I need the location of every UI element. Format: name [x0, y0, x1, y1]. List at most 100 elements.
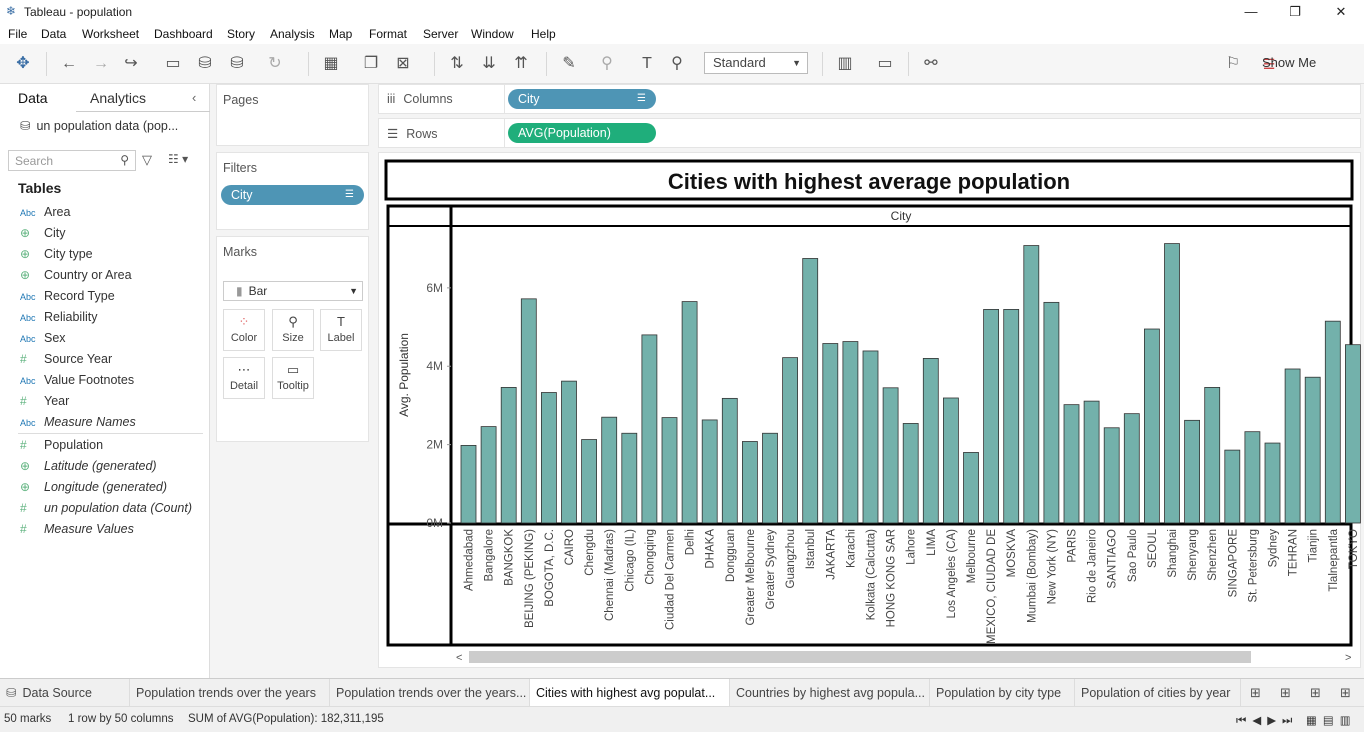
save-icon[interactable]: ▭	[165, 55, 181, 72]
tableau-home-icon[interactable]: ✥	[16, 55, 30, 72]
datasource-item[interactable]: ⛁ un population data (pop...	[20, 118, 178, 133]
field-item[interactable]: Abc Record Type	[20, 286, 208, 306]
field-item[interactable]: ⊕ Country or Area	[20, 265, 208, 285]
menu-format[interactable]: Format	[369, 27, 408, 41]
sort-descending-icon[interactable]: ⇈	[514, 55, 528, 72]
tab-sheet-3[interactable]: Cities with highest avg populat...	[530, 679, 730, 707]
x-tick-label: Rio de Janeiro	[1087, 529, 1099, 603]
field-item[interactable]: # un population data (Count)	[20, 498, 208, 518]
number-icon: #	[20, 501, 27, 515]
tab-sheet-6[interactable]: Population of cities by year	[1075, 679, 1241, 707]
columns-label: iii Columns	[387, 92, 453, 106]
x-tick-label: St. Petersburg	[1247, 529, 1259, 603]
filter-pill-city[interactable]: City ☰	[221, 185, 364, 205]
show-mark-labels-icon[interactable]: T	[642, 55, 652, 72]
label-button[interactable]: T Label	[320, 309, 362, 351]
x-tick-label: Chengdu	[584, 529, 596, 576]
string-icon: Abc	[20, 208, 36, 218]
filter-icon[interactable]: ▽	[142, 152, 152, 167]
fit-select[interactable]: Standard ▼	[704, 52, 808, 74]
field-item[interactable]: # Measure Values	[20, 519, 208, 539]
tab-analytics[interactable]: Analytics	[90, 90, 147, 106]
field-item[interactable]: ⊕ City type	[20, 244, 208, 264]
new-worksheet-icon[interactable]: ▦	[323, 55, 339, 72]
menu-story[interactable]: Story	[227, 27, 256, 41]
menu-analysis[interactable]: Analysis	[270, 27, 315, 41]
filters-card[interactable]: Filters City ☰	[216, 152, 369, 230]
sort-ascending-icon[interactable]: ⇊	[482, 55, 496, 72]
new-worksheet-icon[interactable]: ⊞	[1280, 685, 1291, 700]
new-story-icon[interactable]: ⊞	[1340, 685, 1351, 700]
color-icon: ⁘	[238, 314, 250, 329]
show-me-button[interactable]: Show Me	[1262, 55, 1317, 70]
presentation-mode-icon[interactable]: ▭	[877, 55, 893, 72]
field-item[interactable]: # Year	[20, 391, 208, 411]
columns-shelf[interactable]: iii Columns City ☰	[378, 84, 1361, 114]
group-members-icon[interactable]: ⚲	[601, 55, 613, 72]
close-icon[interactable]: ✕	[1335, 4, 1347, 19]
collapse-pane-icon[interactable]: ‹	[192, 90, 197, 105]
view-options-icon[interactable]: ☷ ▾	[168, 152, 189, 166]
field-item[interactable]: Abc Sex	[20, 328, 208, 348]
field-item[interactable]: Abc Area	[20, 202, 208, 222]
search-input[interactable]: Search ⚲	[8, 150, 136, 171]
color-button[interactable]: ⁘ Color	[223, 309, 265, 351]
new-data-source-icon[interactable]: ⊞	[1250, 685, 1261, 700]
menu-server[interactable]: Server	[423, 27, 459, 41]
rows-pill-avg-population[interactable]: AVG(Population)	[508, 123, 656, 143]
tab-sheet-2[interactable]: Population trends over the years...	[330, 679, 530, 707]
clear-sheet-icon[interactable]: ⊠	[396, 55, 410, 72]
menu-help[interactable]: Help	[531, 27, 556, 41]
tooltip-button[interactable]: ▭ Tooltip	[272, 357, 314, 399]
tab-sheet-4[interactable]: Countries by highest avg popula...	[730, 679, 930, 707]
redo-icon[interactable]: →	[93, 55, 109, 72]
menu-file[interactable]: File	[8, 27, 28, 41]
menu-map[interactable]: Map	[329, 27, 353, 41]
pause-updates-icon[interactable]: ⛁	[230, 55, 244, 72]
field-item[interactable]: ⊕ Longitude (generated)	[20, 477, 208, 497]
share-icon[interactable]: ⚯	[924, 55, 938, 72]
tab-data-source[interactable]: ⛁ Data Source	[0, 679, 130, 707]
y-tick-label: 0M	[426, 516, 443, 530]
bar	[1003, 309, 1020, 524]
field-item[interactable]: Abc Measure Names	[20, 412, 208, 432]
tab-sheet-5[interactable]: Population by city type	[930, 679, 1075, 707]
field-item[interactable]: Abc Value Footnotes	[20, 370, 208, 390]
new-datasource-icon[interactable]: ⛁	[198, 55, 212, 72]
bar	[1123, 413, 1140, 524]
refresh-icon[interactable]: ↻	[268, 55, 282, 72]
replay-icon[interactable]: ↪	[124, 55, 138, 72]
sheet-navigation-icons[interactable]: ⏮◀▶⏭	[1236, 715, 1299, 727]
pin-axes-icon[interactable]: ⚲	[671, 55, 683, 72]
field-item[interactable]: # Source Year	[20, 349, 208, 369]
menu-window[interactable]: Window	[471, 27, 514, 41]
menu-data[interactable]: Data	[41, 27, 67, 41]
menu-worksheet[interactable]: Worksheet	[82, 27, 140, 41]
highlight-icon[interactable]: ✎	[562, 55, 576, 72]
size-button[interactable]: ⚲ Size	[272, 309, 314, 351]
tab-data[interactable]: Data	[18, 90, 48, 106]
field-item[interactable]: ⊕ Latitude (generated)	[20, 456, 208, 476]
tab-sheet-1[interactable]: Population trends over the years	[130, 679, 330, 707]
swap-rows-columns-icon[interactable]: ⇅	[450, 55, 464, 72]
field-item[interactable]: Abc Reliability	[20, 307, 208, 327]
columns-pill-city[interactable]: City ☰	[508, 89, 656, 109]
minimize-icon[interactable]: —	[1244, 4, 1258, 19]
duplicate-sheet-icon[interactable]: ❐	[363, 55, 379, 72]
format-painter-icon[interactable]: ⚐	[1225, 55, 1241, 72]
undo-icon[interactable]: ←	[61, 55, 77, 72]
bar	[661, 417, 678, 524]
new-dashboard-icon[interactable]: ⊞	[1310, 685, 1321, 700]
rows-shelf[interactable]: ☰ Rows AVG(Population)	[378, 118, 1361, 148]
field-item[interactable]: ⊕ City	[20, 223, 208, 243]
bar-chart[interactable]: Cities with highest average population Ci…	[379, 153, 1362, 669]
menu-dashboard[interactable]: Dashboard	[154, 27, 213, 41]
show-cards-icon[interactable]: ▥	[837, 55, 853, 72]
pages-card[interactable]: Pages	[216, 84, 369, 146]
x-tick-label: Guangzhou	[785, 529, 797, 588]
sheet-view-icons[interactable]: ▦▤▥	[1306, 715, 1357, 727]
restore-icon[interactable]: ❐	[1289, 4, 1301, 19]
mark-type-select[interactable]: ▮ Bar ▼	[223, 281, 363, 301]
detail-button[interactable]: ⋯ Detail	[223, 357, 265, 399]
field-item[interactable]: # Population	[20, 435, 208, 455]
